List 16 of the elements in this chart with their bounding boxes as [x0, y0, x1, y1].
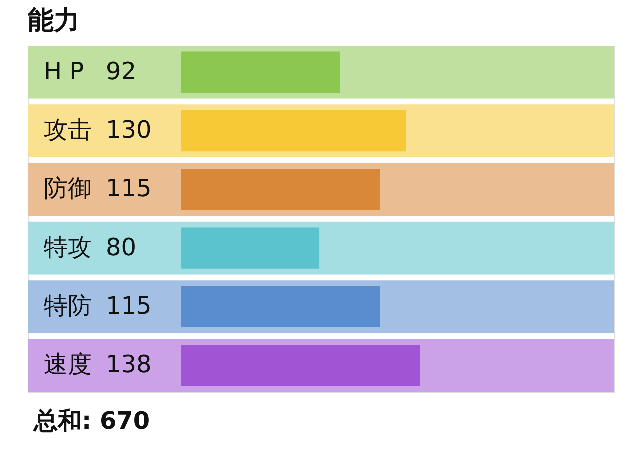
data-label: 92: [106, 57, 137, 86]
bar: [181, 228, 320, 269]
y-tick-label: 防御: [44, 174, 92, 203]
y-tick-label: 特防: [44, 292, 92, 320]
text: 总和: 670: [33, 407, 150, 435]
data-label: 138: [106, 350, 152, 379]
bar: [181, 52, 340, 93]
y-tick-label: H P: [44, 57, 84, 86]
y-tick-label: 特攻: [44, 233, 92, 262]
y-tick-label: 攻击: [44, 116, 92, 144]
data-label: 115: [106, 174, 152, 203]
data-label: 80: [106, 233, 137, 262]
data-label: 130: [106, 116, 152, 144]
chart-title: 能力: [28, 6, 80, 36]
y-tick-label: 速度: [44, 350, 92, 379]
data-label: 115: [106, 292, 152, 320]
